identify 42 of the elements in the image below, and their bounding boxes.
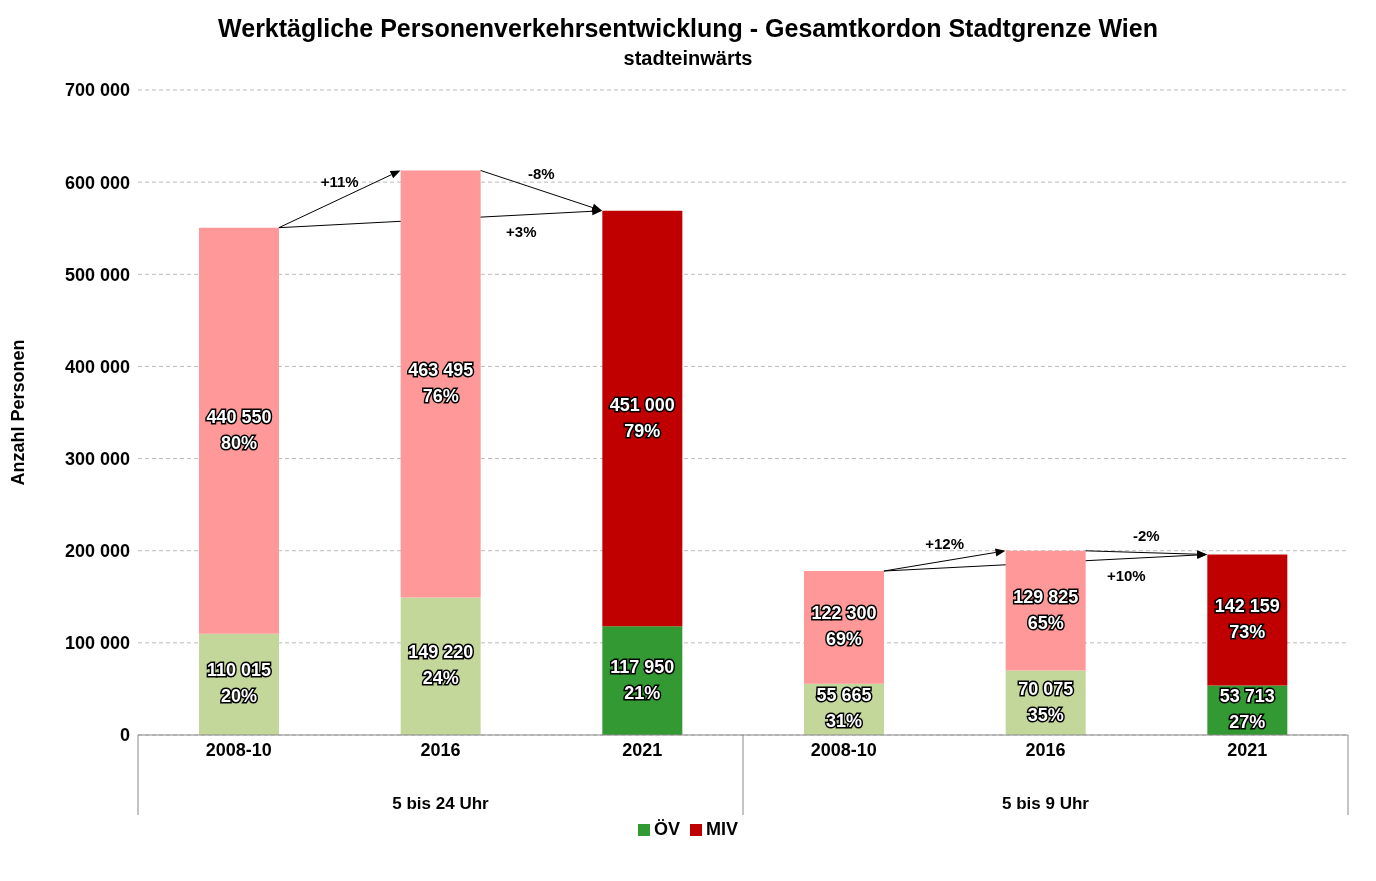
annotation: +10% [1106, 566, 1146, 584]
y-tick-label: 400 000 [64, 356, 130, 377]
y-tick-label: 600 000 [64, 172, 130, 193]
annotation: +11% [320, 173, 359, 191]
data-label: 117 950 21% [610, 656, 675, 703]
data-label: 110 015 20% [206, 660, 272, 707]
data-label: 440 550 80% [206, 406, 272, 453]
annotation: -2% [1132, 526, 1160, 544]
y-tick-label: 500 000 [64, 264, 130, 285]
legend-label: ÖV [653, 819, 680, 839]
y-tick-label: 0 [119, 725, 130, 746]
data-label: 451 000 79% [609, 394, 675, 441]
annotation: -8% [527, 164, 555, 182]
bar [400, 170, 481, 598]
x-tick-label: 2016 [1025, 739, 1066, 760]
x-tick-label: 2008-10 [205, 739, 272, 760]
bar [602, 210, 683, 627]
data-label: 149 220 24% [408, 642, 474, 688]
data-label: 53 713 27% [1219, 686, 1275, 732]
data-label: 142 159 73% [1214, 595, 1280, 642]
x-tick-label: 2008-10 [810, 739, 877, 760]
y-tick-label: 300 000 [64, 448, 130, 469]
x-tick-label: 2021 [1227, 739, 1268, 760]
bar [199, 227, 279, 634]
y-tick-label: 100 000 [64, 633, 130, 654]
legend-label: MIV [706, 819, 739, 839]
y-axis-title: Anzahl Personen [8, 339, 29, 486]
annotation: +12% [925, 534, 965, 552]
text: 5 bis 9 Uhr [1002, 794, 1090, 813]
x-tick-label: 2016 [420, 739, 461, 760]
chart-subtitle: stadteinwärts [622, 47, 754, 70]
text: 5 bis 24 Uhr [392, 794, 490, 813]
y-tick-label: 200 000 [64, 541, 130, 562]
data-label: 55 665 31% [816, 685, 872, 732]
annotation: +3% [506, 222, 537, 240]
chart-title: Werktägliche Personenverkehrsentwicklung - Gesamtkordon Stadtgrenze Wien [217, 14, 1159, 43]
data-label: 70 075 35% [1018, 678, 1074, 725]
x-tick-label: 2021 [622, 739, 663, 760]
data-label: 122 300 69% [811, 603, 877, 650]
data-label: 129 825 65% [1013, 586, 1079, 633]
y-tick-label: 700 000 [64, 80, 130, 101]
data-label: 463 495 76% [408, 359, 474, 406]
